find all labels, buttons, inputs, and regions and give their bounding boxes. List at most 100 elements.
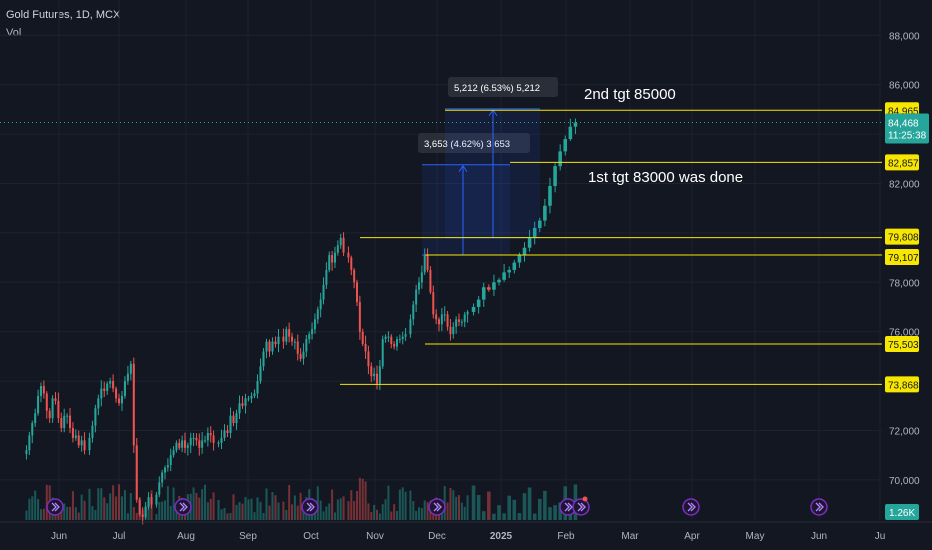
volume-bar [452, 490, 455, 520]
candle-body [100, 388, 103, 399]
candle-body [409, 319, 412, 335]
text-annotation[interactable]: 2nd tgt 85000 [584, 86, 676, 103]
volume-bar [37, 499, 40, 520]
candle-body [155, 494, 158, 505]
event-badge-icon[interactable] [46, 498, 64, 516]
candle-body [568, 126, 573, 140]
candle-body [268, 341, 271, 352]
time-axis-tick: May [746, 531, 765, 542]
volume-bar [161, 501, 164, 520]
event-badge-icon[interactable] [810, 498, 828, 516]
candle-body [91, 425, 94, 438]
time-axis-tick: Sep [239, 531, 257, 542]
volume-bar [353, 501, 356, 520]
candle-body [282, 336, 285, 342]
event-badge-glyph [51, 502, 60, 512]
event-badge-glyph [306, 502, 315, 512]
event-badge-icon[interactable] [682, 498, 700, 516]
candle-body [115, 388, 118, 399]
measure-area[interactable] [422, 164, 510, 255]
candle-body [313, 319, 316, 330]
volume-bar [336, 499, 339, 520]
candle-body [471, 307, 476, 312]
volume-bar [147, 503, 150, 520]
volume-bar [378, 513, 381, 520]
candle-body [204, 440, 206, 442]
volume-bar [94, 510, 97, 520]
candle-body [370, 366, 373, 377]
volume-bar [446, 502, 449, 520]
candle-body [220, 437, 223, 443]
volume-bar [103, 497, 106, 520]
candle-body [120, 395, 124, 404]
volume-bar [244, 496, 247, 520]
volume-bar [507, 495, 511, 520]
volume-bar [31, 496, 34, 520]
price-axis-tick: 78,000 [889, 278, 920, 289]
volume-bar [476, 494, 481, 520]
candle-body [117, 398, 121, 404]
volume-bar [39, 509, 42, 520]
volume-bar [333, 512, 336, 520]
volume-bar [285, 509, 288, 520]
current-price-tag-bg [885, 113, 929, 144]
candle-body [144, 507, 147, 517]
candle-body [443, 314, 446, 316]
candle-body [34, 413, 37, 424]
price-tag-bg [885, 154, 919, 171]
candle-body [293, 341, 296, 343]
candle-body [184, 440, 186, 448]
volume-bar [198, 497, 201, 520]
event-badge-icon[interactable] [301, 498, 319, 516]
candle-body [141, 514, 144, 517]
volume-bar [100, 488, 103, 520]
volume-bar [502, 513, 506, 520]
candle-body [322, 284, 325, 300]
candle-body [150, 497, 153, 505]
candle-body [452, 326, 455, 335]
candle-body [339, 237, 342, 246]
candle-body [232, 415, 235, 424]
candle-body [398, 339, 401, 341]
event-badge-icon[interactable] [428, 498, 446, 516]
volume-bar [274, 495, 277, 520]
event-badge-icon[interactable] [174, 498, 192, 516]
level-price-tag: 75,503 [888, 340, 919, 351]
candle-body [311, 329, 314, 335]
candle-body [235, 413, 238, 424]
candle-body [195, 437, 198, 441]
candle-body [94, 408, 97, 426]
candle-body [426, 255, 429, 270]
volume-bar [387, 485, 390, 520]
volume-bar [226, 513, 229, 520]
measure-label: 3,653 (4.62%) 3,653 [424, 139, 510, 150]
volume-bar [204, 484, 206, 520]
candle-body [51, 398, 54, 419]
candle-body [432, 292, 435, 315]
volume-bar [393, 504, 396, 520]
candle-body [308, 334, 311, 340]
candle-body [126, 373, 129, 382]
volume-bar [347, 501, 350, 520]
volume-bar [356, 491, 358, 520]
volume-bar [259, 501, 262, 520]
candle-body [463, 314, 466, 322]
candle-body [331, 255, 334, 263]
volume-indicator-label[interactable]: Vol [6, 27, 22, 39]
event-badge-icon[interactable] [572, 498, 590, 516]
candle-body [106, 383, 109, 391]
price-tag-bg [885, 376, 919, 393]
volume-bar [241, 503, 244, 520]
text-annotation[interactable]: 1st tgt 83000 was done [588, 169, 743, 186]
candle-body [378, 366, 381, 384]
volume-bar [238, 502, 241, 520]
candle-body [538, 220, 542, 228]
candle-body [129, 363, 132, 374]
price-axis-tick: 88,000 [889, 31, 920, 42]
candle-body [415, 289, 418, 305]
volume-bar [426, 502, 429, 520]
price-axis-bg [882, 0, 932, 550]
candle-body [487, 287, 491, 290]
volume-bar [420, 507, 423, 520]
